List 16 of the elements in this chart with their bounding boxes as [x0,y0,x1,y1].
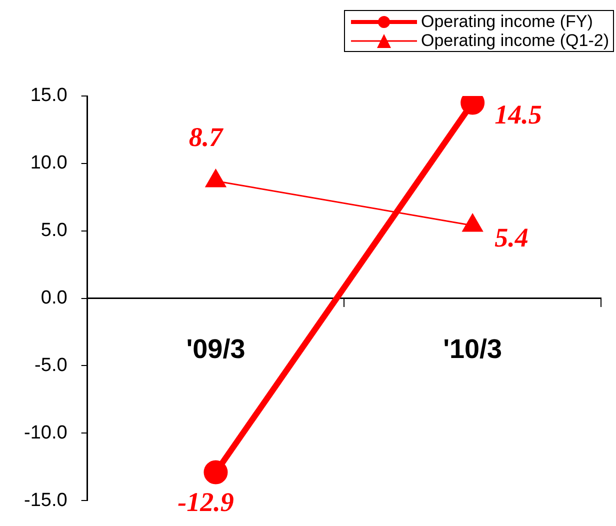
y-tick-label: 15.0 [30,85,68,106]
y-tick-label: 5.0 [40,220,68,242]
x-tick-label: '10/3 [443,334,502,364]
legend-label: Operating income (Q1-2) [420,31,609,50]
y-tick-label: 0.0 [40,288,68,309]
y-tick-label: -5.0 [34,354,68,376]
data-label: 5.4 [494,222,528,252]
data-label: -12.9 [178,487,234,518]
data-label: 14.5 [494,100,542,130]
data-label: 8.7 [188,122,224,152]
legend-label: Operating income (FY) [420,12,593,31]
y-tick-label: 10.0 [30,152,68,174]
y-tick-label: -10.0 [24,422,68,444]
y-tick-label: -15.0 [24,490,68,511]
x-tick-label: '09/3 [186,334,246,364]
point [204,460,228,484]
